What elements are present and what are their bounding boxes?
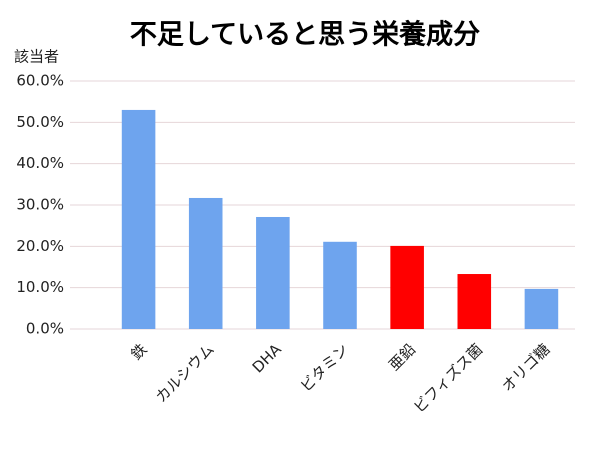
x-tick-label: 亜鉛: [385, 340, 419, 374]
y-tick-label: 40.0%: [16, 154, 64, 172]
y-axis-label: 該当者: [14, 48, 59, 66]
y-tick-label: 50.0%: [16, 113, 64, 131]
bar: [323, 241, 357, 329]
x-tick-label: オリゴ糖: [498, 340, 553, 395]
bar: [524, 288, 559, 329]
bar: [457, 274, 492, 329]
bar: [390, 245, 424, 329]
y-tick-label: 20.0%: [16, 237, 64, 255]
x-tick-label: ビフィズス菌: [410, 340, 486, 416]
y-tick-label: 60.0%: [16, 72, 64, 90]
bar: [256, 216, 290, 329]
x-tick-label: DHA: [249, 340, 286, 377]
bar: [121, 109, 156, 329]
x-tick-label: ビタミン: [297, 340, 352, 395]
y-tick-label: 30.0%: [16, 196, 64, 214]
y-tick-label: 0.0%: [26, 320, 64, 338]
chart-title: 不足していると思う栄養成分: [130, 19, 480, 51]
x-tick-label: カルシウム: [152, 340, 218, 406]
bar: [188, 197, 223, 329]
y-tick-label: 10.0%: [16, 278, 64, 296]
x-tick-label: 鉄: [127, 340, 150, 363]
